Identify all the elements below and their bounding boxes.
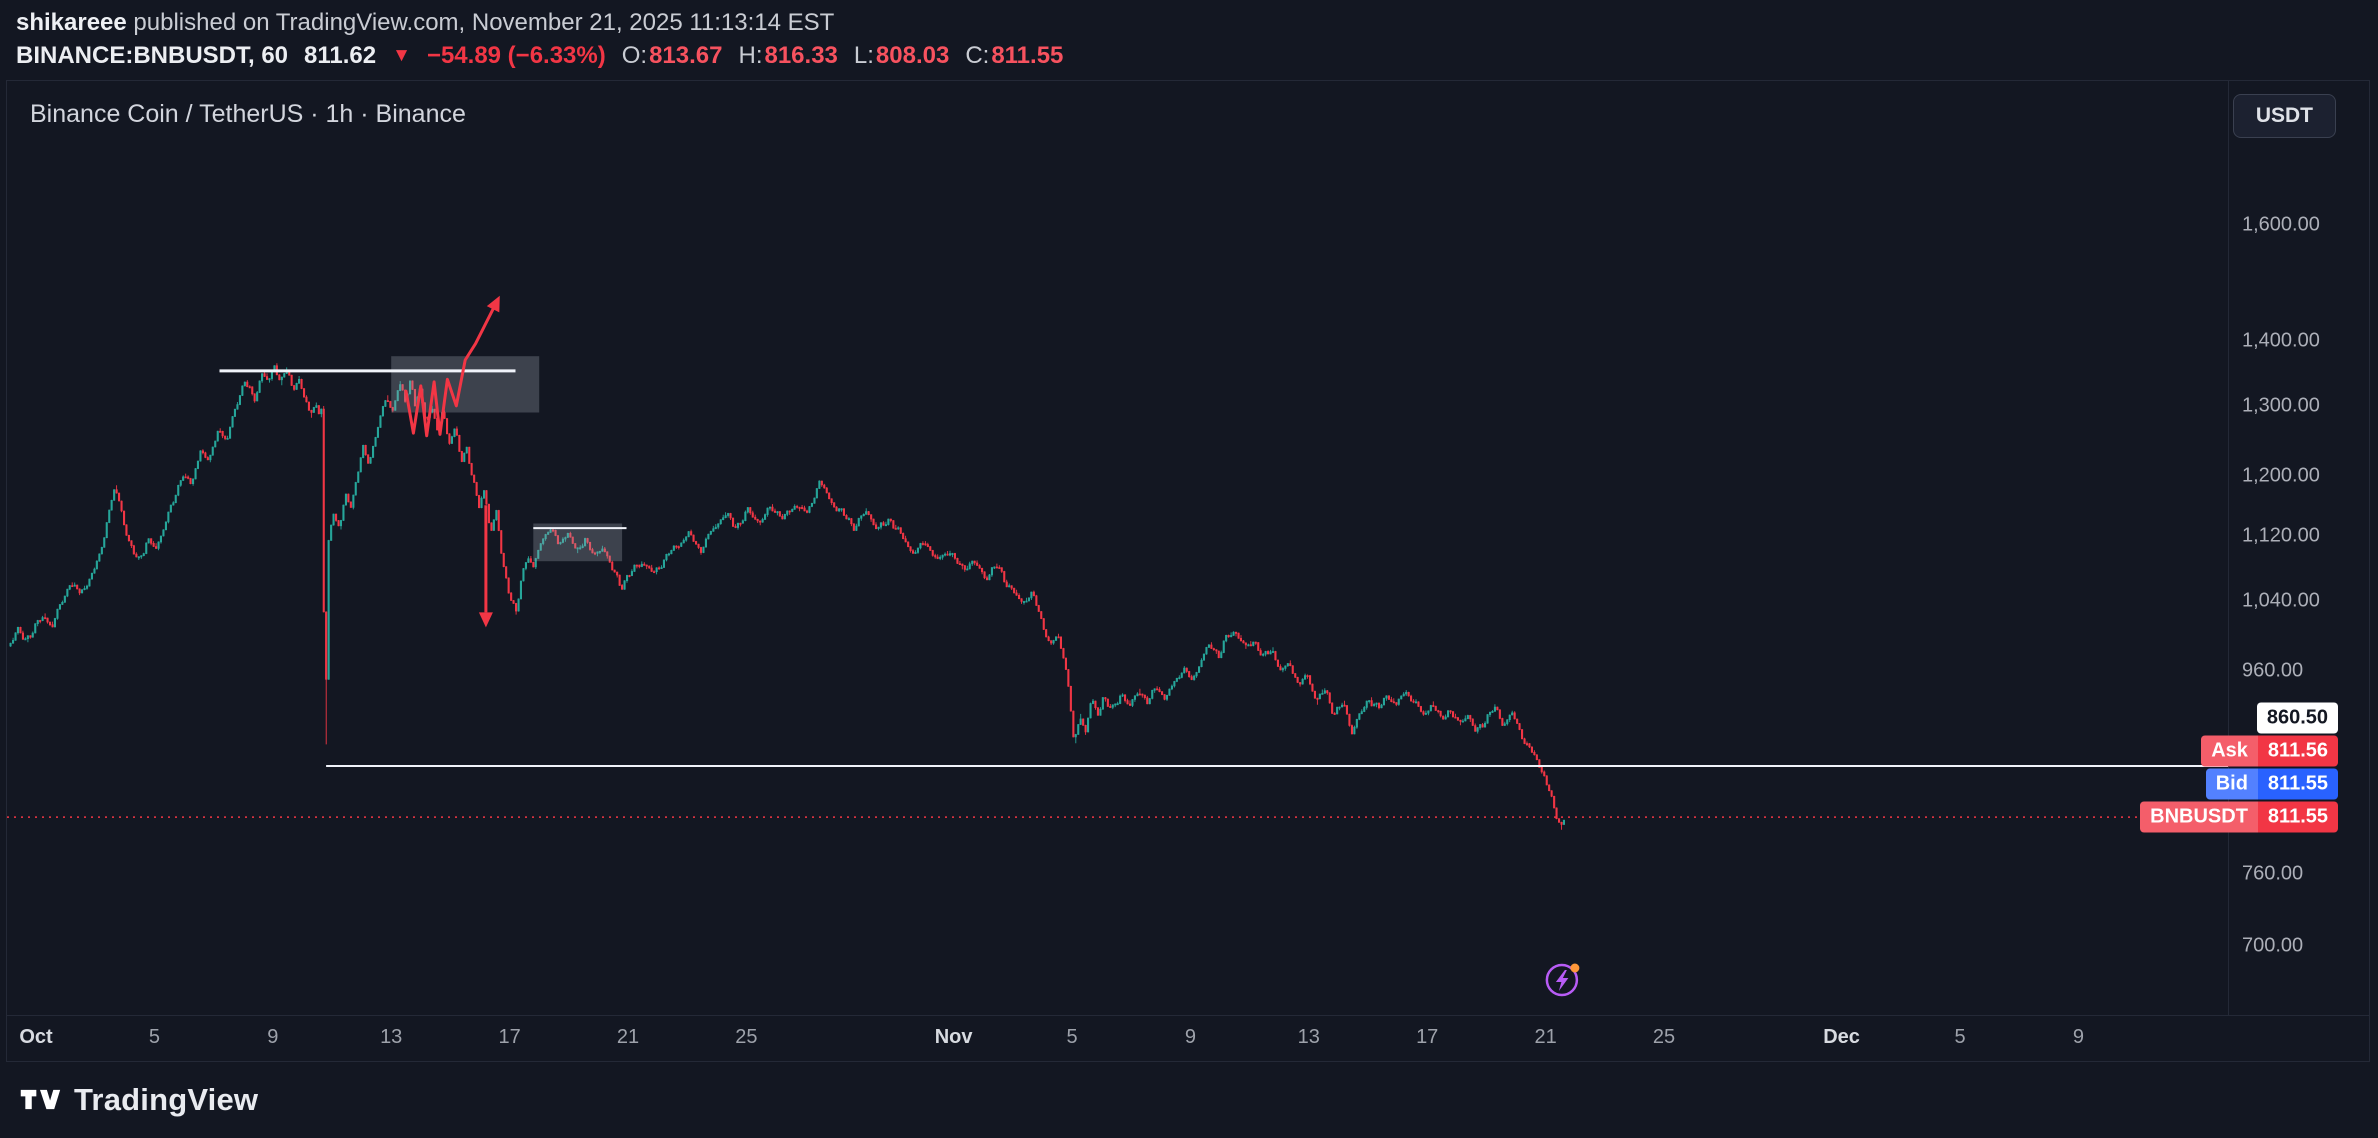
time-axis-label: Oct [19, 1026, 53, 1048]
symbol-price-pill-value: 811.55 [2267, 805, 2328, 828]
symbol-status-line: BINANCE:BNBUSDT, 60 811.62 ▼ −54.89 (−6.… [16, 42, 1063, 70]
currency-toggle-button[interactable]: USDT [2232, 94, 2336, 138]
lower-zone-box[interactable] [533, 523, 623, 562]
symbol-price-pill: BNBUSDT 811.55 [2140, 801, 2338, 833]
brand-name: TradingView [74, 1082, 259, 1117]
low-pair: L: 808.03 [854, 42, 949, 70]
time-axis-label: 9 [1184, 1026, 1196, 1048]
down-triangle-icon: ▼ [392, 45, 411, 66]
level-price-pill: 860.50 [2256, 702, 2338, 734]
last-price: 811.62 [304, 42, 377, 69]
time-axis-label: 13 [380, 1026, 403, 1048]
time-axis-label: 17 [498, 1026, 521, 1048]
chart-widget[interactable] [6, 80, 2370, 1062]
time-axis-label: 5 [1066, 1026, 1078, 1048]
close-value: 811.55 [991, 42, 1064, 69]
price-axis-label: 1,300.00 [2242, 394, 2320, 417]
time-axis-label: 25 [1652, 1026, 1676, 1048]
low-value: 808.03 [875, 42, 950, 69]
price-axis-label: 1,120.00 [2242, 524, 2320, 547]
time-axis-separator [7, 1015, 2370, 1016]
price-axis-label: 1,040.00 [2242, 589, 2320, 612]
ask-pill-value: 811.56 [2267, 739, 2328, 762]
bid-pill: Bid 811.55 [2205, 768, 2338, 800]
open-pair: O: 813.67 [622, 42, 723, 70]
time-axis-label: 9 [2072, 1026, 2084, 1048]
open-value: 813.67 [649, 42, 723, 69]
price-axis-label: 1,600.00 [2242, 213, 2320, 235]
snapshot-byline: shikareee published on TradingView.com, … [16, 9, 834, 37]
high-value: 816.33 [764, 42, 838, 69]
price-axis-label: 1,400.00 [2242, 329, 2320, 352]
time-axis-label: 21 [1534, 1026, 1557, 1048]
price-axis-label: 760.00 [2242, 862, 2304, 885]
byline-text: published on TradingView.com, November 2… [126, 9, 835, 36]
bid-pill-value: 811.55 [2267, 772, 2328, 795]
time-axis-label: 5 [1954, 1026, 1966, 1048]
time-axis-label: 25 [735, 1026, 758, 1048]
close-label: C: [965, 42, 990, 69]
pane-title: Binance Coin / TetherUS · 1h · Binance [30, 100, 466, 128]
price-axis-separator [2228, 81, 2229, 1015]
event-lightning-icon[interactable] [1545, 963, 1580, 997]
time-axis-label: Dec [1823, 1026, 1860, 1048]
price-axis-label: 700.00 [2242, 934, 2304, 957]
close-pair: C: 811.55 [965, 42, 1063, 70]
time-axis-label: 13 [1297, 1026, 1320, 1048]
bid-pill-label: Bid [2205, 768, 2258, 800]
price-axis-label: 960.00 [2242, 659, 2304, 681]
open-label: O: [621, 42, 648, 69]
level-price-pill-value: 860.50 [2266, 706, 2328, 729]
price-change: −54.89 (−6.33%) [426, 42, 606, 69]
time-axis-label: Nov [934, 1026, 973, 1048]
ask-pill-label: Ask [2201, 735, 2258, 767]
high-label: H: [738, 42, 763, 69]
time-axis-label: 17 [1416, 1026, 1439, 1048]
tradingview-logo-icon [20, 1089, 61, 1110]
scribble-up-arrow[interactable] [404, 307, 495, 438]
symbol-price-pill-label: BNBUSDT [2140, 801, 2258, 833]
ask-pill: Ask 811.56 [2201, 735, 2338, 767]
down-candle-bodies [19, 365, 1563, 825]
low-label: L: [853, 42, 874, 69]
time-axis-label: 21 [616, 1026, 640, 1048]
time-axis-label: 5 [148, 1026, 160, 1048]
time-axis-label: 9 [267, 1026, 279, 1048]
price-axis-label: 1,200.00 [2242, 464, 2320, 487]
tradingview-brand[interactable]: TradingView [18, 1080, 258, 1120]
symbol-name: BINANCE:BNBUSDT, 60 [16, 42, 289, 69]
high-pair: H: 816.33 [738, 42, 837, 70]
author-name: shikareee [16, 9, 127, 36]
